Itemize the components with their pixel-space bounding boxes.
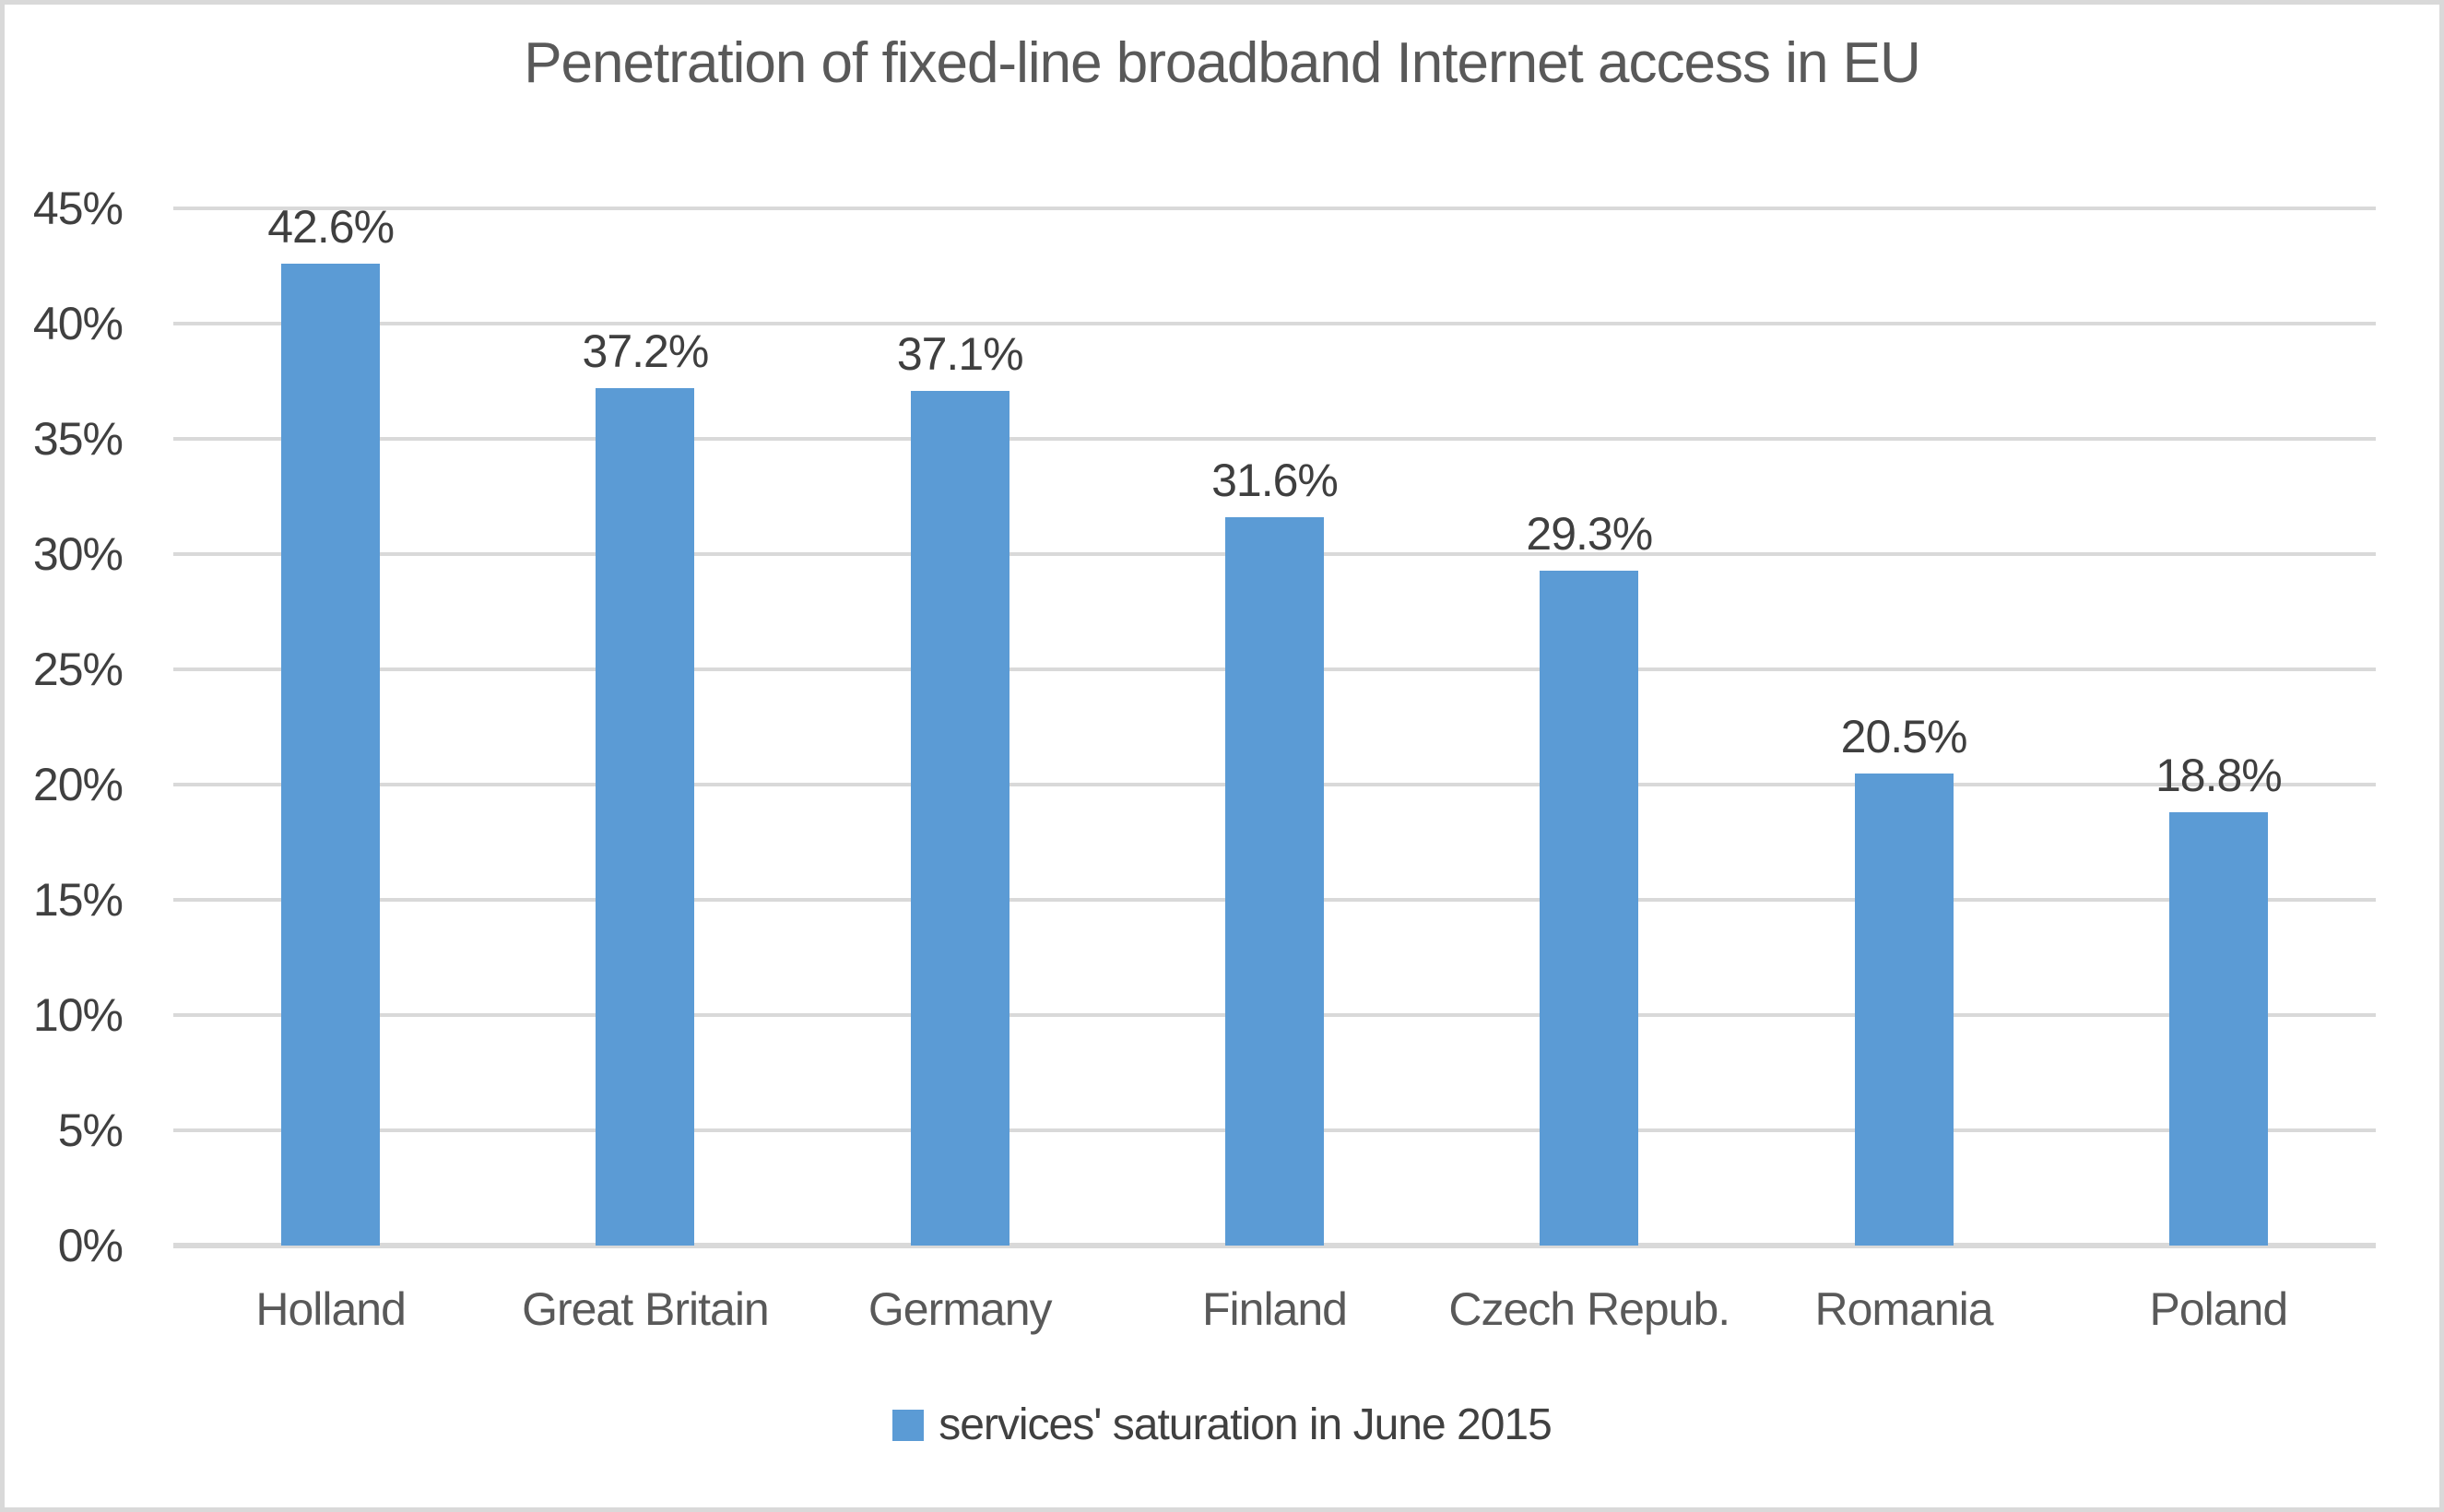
y-axis-tick-label: 15% [32,874,124,926]
bar-finland [1225,517,1324,1246]
x-axis-label: Germany [868,1283,1053,1335]
bar-value-label: 20.5% [1840,710,1968,762]
x-axis-label: Great Britain [522,1283,770,1335]
chart-title: Penetration of fixed-line broadband Inte… [524,31,1921,95]
x-axis-label: Czech Repub. [1448,1283,1730,1335]
y-axis-tick-label: 10% [32,989,124,1041]
bar-value-label: 31.6% [1211,455,1339,506]
bar-value-label: 42.6% [267,201,395,253]
bar-value-label: 18.8% [2155,750,2283,801]
x-axis-label: Finland [1201,1283,1348,1335]
y-axis-tick-label: 40% [32,298,124,349]
legend-series-swatch-icon [892,1410,925,1441]
bar-great-britain [596,388,695,1246]
y-axis-tick-label: 30% [32,528,124,580]
y-axis-tick-label: 25% [32,644,124,695]
bar-value-label: 37.2% [582,325,710,377]
x-axis-label: Poland [2149,1283,2288,1335]
x-axis-label: Romania [1814,1283,1994,1335]
gridline [173,207,2376,210]
bar-value-label: 37.1% [896,327,1024,380]
bar-romania [1854,773,1954,1246]
bar-germany [910,390,1009,1246]
y-axis-tick-label: 35% [32,413,124,465]
legend-series-label: services' saturation in June 2015 [939,1400,1553,1449]
y-axis-tick-label: 0% [57,1220,124,1271]
x-axis-label: Holland [255,1283,407,1335]
gridline [173,322,2376,325]
y-axis-tick-label: 45% [32,183,124,234]
bar-poland [2168,812,2268,1246]
x-axis-line [173,1243,2376,1248]
y-axis-tick-label: 5% [57,1104,124,1156]
gridline [173,437,2376,441]
bar-holland [281,264,381,1246]
legend: services' saturation in June 2015 [5,1402,2439,1448]
y-axis-tick-label: 20% [32,759,124,810]
bar-czech-repub [1540,570,1639,1246]
plot-area: 42.6% 37.2% 37.1% 31.6% 29.3% 20.5% 18.8% [173,203,2376,1248]
bar-value-label: 29.3% [1526,507,1653,560]
